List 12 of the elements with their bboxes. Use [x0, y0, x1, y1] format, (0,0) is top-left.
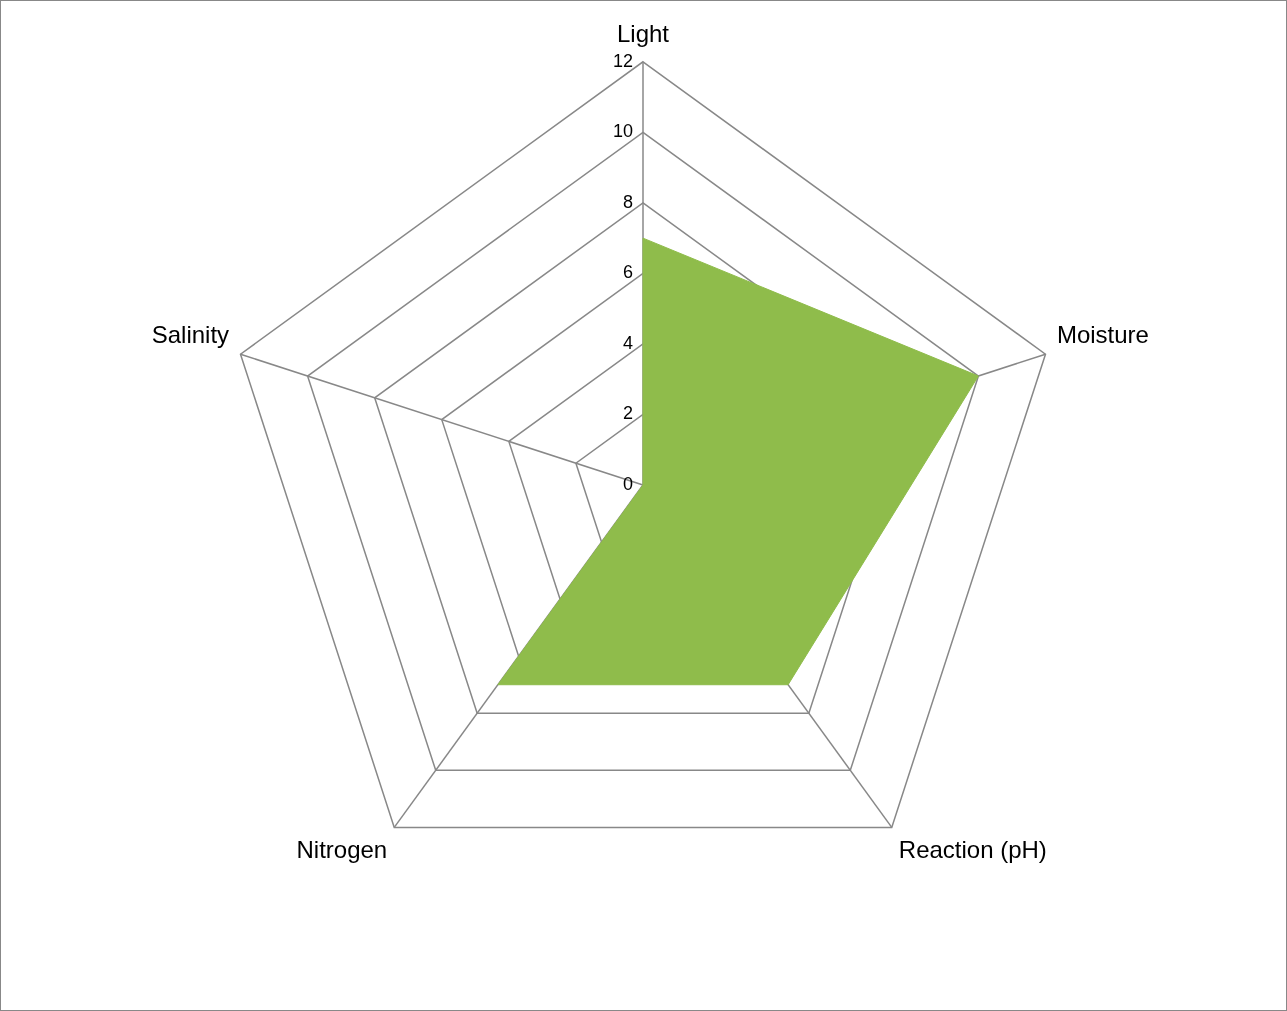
spoke-label: Moisture	[1056, 320, 1149, 348]
spoke-label: Nitrogen	[296, 836, 388, 864]
y-tick-label: 8	[622, 191, 633, 212]
y-tick-label: 6	[622, 262, 633, 283]
spoke-label: Salinity	[151, 320, 230, 348]
y-tick-label: 2	[622, 403, 633, 424]
y-tick-label: 10	[612, 121, 633, 142]
spoke-label: Light	[616, 20, 670, 48]
spoke-label: Reaction (pH)	[898, 836, 1047, 864]
y-tick-label: 4	[622, 332, 633, 353]
y-tick-label: 0	[622, 473, 633, 494]
y-tick-label: 12	[612, 50, 633, 71]
